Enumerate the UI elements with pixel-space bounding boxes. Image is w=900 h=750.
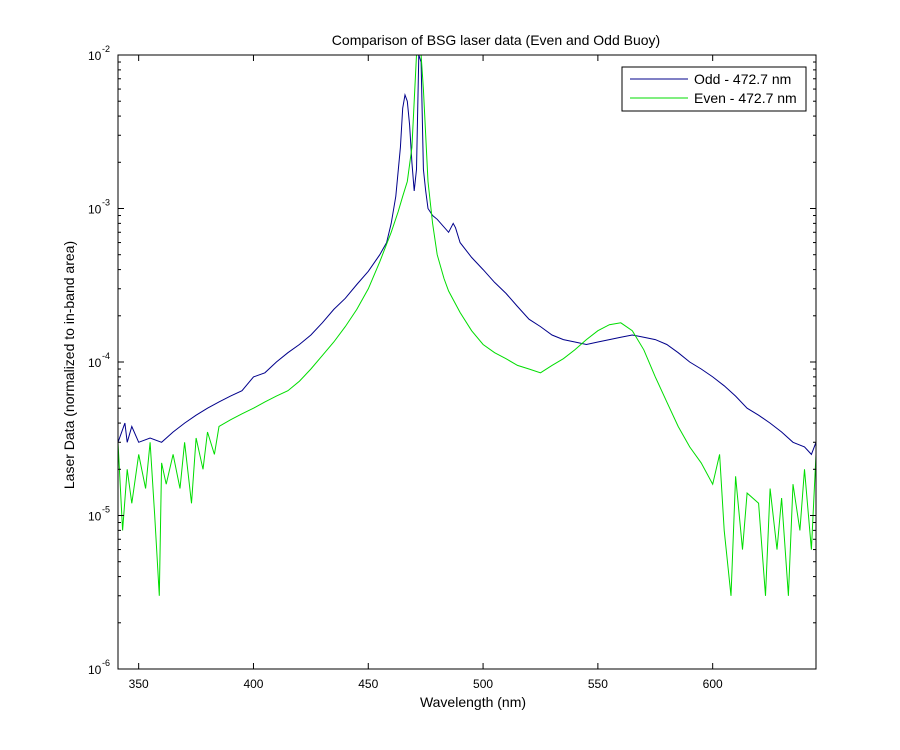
y-tick-label: 10 -6 — [88, 658, 110, 677]
y-tick-base: 10 — [88, 203, 102, 217]
y-tick-label: 10 -5 — [88, 505, 110, 524]
legend: Odd - 472.7 nm Even - 472.7 nm — [621, 66, 807, 112]
x-tick-label: 450 — [358, 677, 378, 691]
plot-background — [118, 55, 816, 669]
y-tick-base: 10 — [88, 663, 102, 677]
y-tick-label: 10 -4 — [88, 351, 110, 370]
legend-box — [621, 66, 807, 112]
x-tick-label: 350 — [129, 677, 149, 691]
y-tick-base: 10 — [88, 510, 102, 524]
y-tick-exponent: -4 — [102, 351, 110, 361]
chart-title: Comparison of BSG laser data (Even and O… — [332, 32, 660, 48]
y-tick-exponent: -2 — [102, 44, 110, 54]
x-tick-label: 500 — [473, 677, 493, 691]
y-axis-label: Laser Data (normalized to in-band area) — [61, 241, 77, 489]
x-axis-label: Wavelength (nm) — [420, 694, 526, 710]
x-tick-label: 550 — [588, 677, 608, 691]
y-tick-label: 10 -2 — [88, 44, 110, 63]
legend-label: Odd - 472.7 nm — [694, 71, 791, 87]
y-tick-exponent: -6 — [102, 658, 110, 668]
legend-item: Even - 472.7 nm — [630, 90, 797, 106]
y-tick-base: 10 — [88, 49, 102, 63]
y-tick-exponent: -3 — [102, 198, 110, 208]
legend-item: Odd - 472.7 nm — [630, 71, 791, 87]
x-tick-label: 400 — [243, 677, 263, 691]
y-tick-exponent: -5 — [102, 505, 110, 515]
y-tick-base: 10 — [88, 356, 102, 370]
series-line-odd — [118, 55, 816, 456]
x-tick-label: 600 — [703, 677, 723, 691]
series-layer — [118, 55, 816, 596]
series-line-even — [118, 55, 816, 596]
y-tick-label: 10 -3 — [88, 198, 110, 217]
plot-area — [118, 55, 816, 669]
legend-label: Even - 472.7 nm — [694, 90, 797, 106]
